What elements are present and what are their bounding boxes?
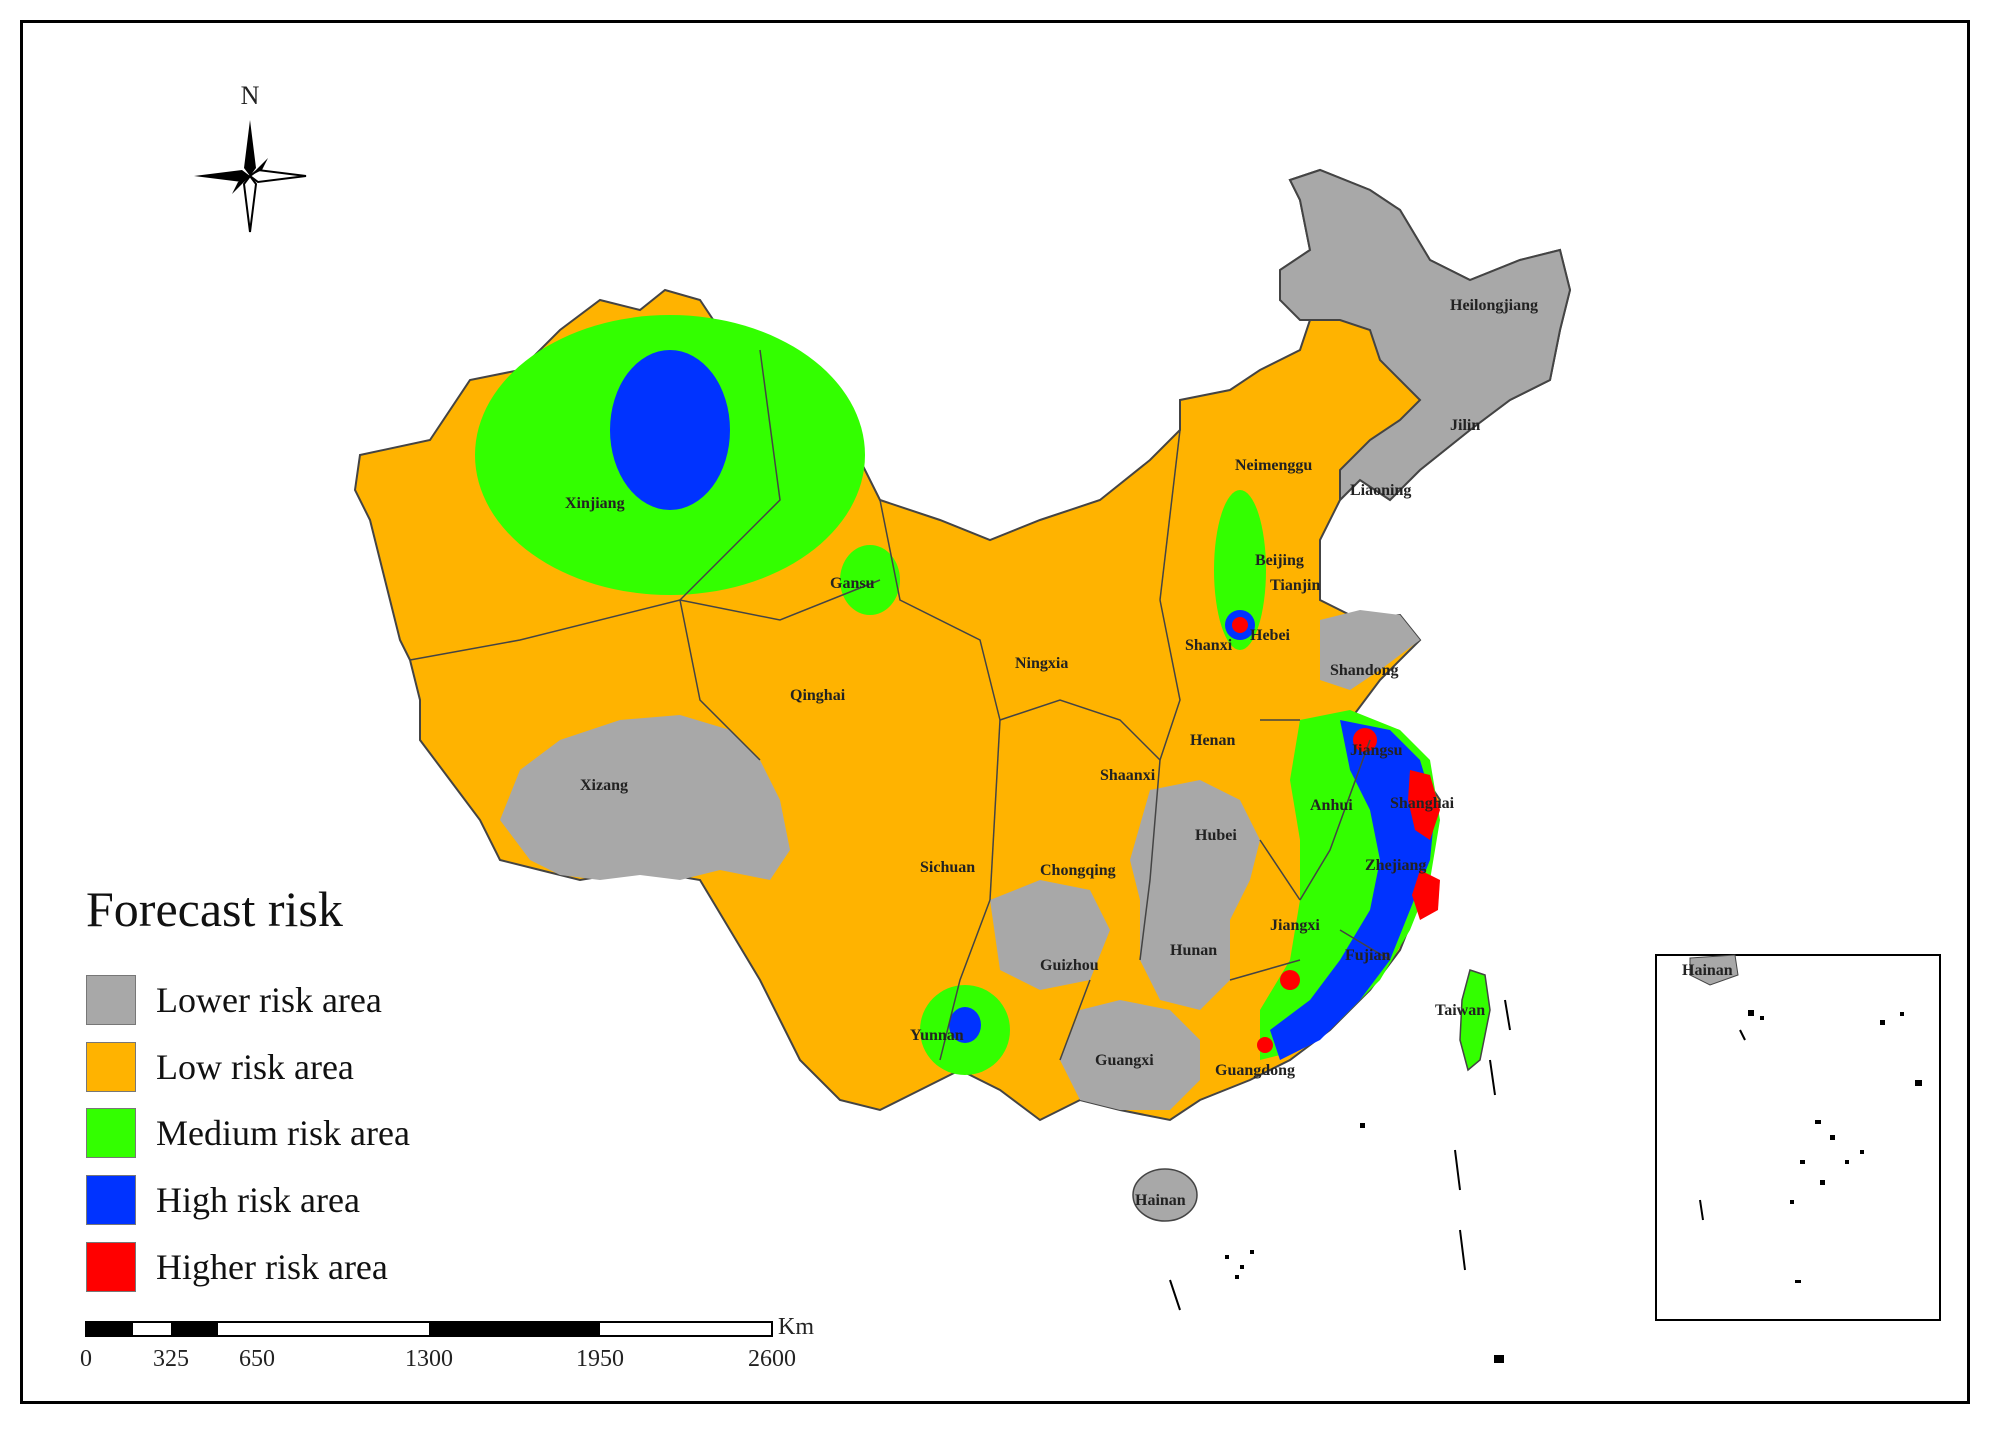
inset-islands [1699, 1010, 1922, 1283]
label-xizang: Xizang [580, 777, 628, 794]
label-guizhou: Guizhou [1040, 957, 1099, 974]
legend-label-medium: Medium risk area [156, 1113, 410, 1153]
label-shanghai: Shanghai [1390, 795, 1455, 812]
hainan-island [1132, 1168, 1198, 1222]
label-liaoning: Liaoning [1350, 482, 1411, 499]
inset-box [1655, 954, 1941, 1321]
hunan-hubei-lower-risk [1130, 780, 1260, 1010]
label-neimenggu: Neimenggu [1235, 457, 1312, 474]
gansu-medium-risk [840, 545, 900, 615]
legend-swatch-low [86, 1042, 136, 1092]
label-sichuan: Sichuan [920, 859, 975, 876]
hebei-medium-risk [1214, 490, 1266, 650]
scale-tick-5: 2600 [748, 1346, 796, 1372]
label-gansu: Gansu [830, 575, 875, 592]
legend-label-lower: Lower risk area [156, 980, 382, 1020]
scale-tick-2: 650 [239, 1346, 275, 1372]
guangxi-lower-risk [1060, 1000, 1200, 1110]
legend-title: Forecast risk [86, 881, 343, 937]
legend-item-higher: Higher risk area [86, 1242, 388, 1292]
guizhou-lower-risk [990, 880, 1110, 990]
legend-swatch-lower [86, 975, 136, 1025]
label-shaanxi: Shaanxi [1100, 767, 1156, 784]
northeast-lower-risk [1279, 168, 1572, 503]
label-henan: Henan [1190, 732, 1235, 749]
label-chongqing: Chongqing [1040, 862, 1116, 879]
label-hunan: Hunan [1170, 942, 1217, 959]
legend-item-low: Low risk area [86, 1042, 354, 1092]
label-yunnan: Yunnan [910, 1027, 964, 1044]
label-xinjiang: Xinjiang [565, 495, 625, 512]
label-qinghai: Qinghai [790, 687, 846, 704]
legend-item-lower: Lower risk area [86, 975, 382, 1025]
shanghai-higher-risk [1408, 770, 1440, 840]
scale-tick-4: 1950 [576, 1346, 624, 1372]
label-ningxia: Ningxia [1015, 655, 1068, 672]
legend-swatch-higher [86, 1242, 136, 1292]
inset-label: Hainan [1682, 962, 1733, 979]
label-shanxi: Shanxi [1185, 637, 1233, 654]
label-fujian: Fujian [1345, 947, 1390, 964]
legend-label-low: Low risk area [156, 1047, 354, 1087]
label-jiangxi: Jiangxi [1270, 917, 1320, 934]
yunnan-high-risk [949, 1007, 981, 1043]
taiwan-island [1459, 969, 1491, 1072]
label-anhui: Anhui [1310, 797, 1353, 814]
province-borders [409, 349, 1391, 1061]
legend-swatch-high [86, 1175, 136, 1225]
label-hainan: Hainan [1135, 1192, 1186, 1209]
zhejiang-higher-risk [1412, 870, 1440, 920]
north-label: N [241, 81, 260, 110]
south-china-sea-islands [1169, 999, 1511, 1363]
shandong-lower-risk [1320, 610, 1420, 690]
label-shandong: Shandong [1330, 662, 1399, 679]
legend-label-higher: Higher risk area [156, 1247, 388, 1287]
label-heilongjiang: Heilongjiang [1450, 297, 1538, 314]
guangdong-higher-risk [1257, 1037, 1273, 1053]
label-tianjin: Tianjin [1270, 577, 1321, 594]
province-labels: Heilongjiang Jilin Liaoning Neimenggu Xi… [565, 297, 1538, 1209]
label-taiwan: Taiwan [1435, 1002, 1485, 1019]
legend-item-medium: Medium risk area [86, 1108, 410, 1158]
scale-tick-0: 0 [80, 1346, 92, 1372]
xinjiang-high-risk [610, 350, 730, 510]
inset-hainan-shape [1689, 954, 1739, 986]
label-beijing: Beijing [1255, 552, 1304, 569]
jiangxi-higher-risk [1280, 970, 1300, 990]
scale-unit: Km [778, 1314, 814, 1340]
xizang-lower-risk [500, 715, 790, 880]
eastcoast-high-risk [1270, 720, 1435, 1060]
label-guangxi: Guangxi [1095, 1052, 1154, 1069]
scale-tick-1: 325 [153, 1346, 189, 1372]
mainland-china [353, 168, 1572, 1122]
label-jiangsu: Jiangsu [1350, 742, 1403, 759]
hebei-higher-risk [1232, 617, 1248, 633]
legend-label-high: High risk area [156, 1180, 360, 1220]
legend-swatch-medium [86, 1108, 136, 1158]
jiangsu-higher-risk [1353, 728, 1377, 752]
label-hubei: Hubei [1195, 827, 1237, 844]
label-guangdong: Guangdong [1215, 1062, 1295, 1079]
compass-rose-icon [194, 120, 307, 233]
label-jilin: Jilin [1450, 417, 1480, 434]
scale-bar [85, 1321, 773, 1337]
scale-tick-3: 1300 [405, 1346, 453, 1372]
label-hebei: Hebei [1250, 627, 1291, 644]
legend-item-high: High risk area [86, 1175, 360, 1225]
label-zhejiang: Zhejiang [1365, 857, 1426, 874]
